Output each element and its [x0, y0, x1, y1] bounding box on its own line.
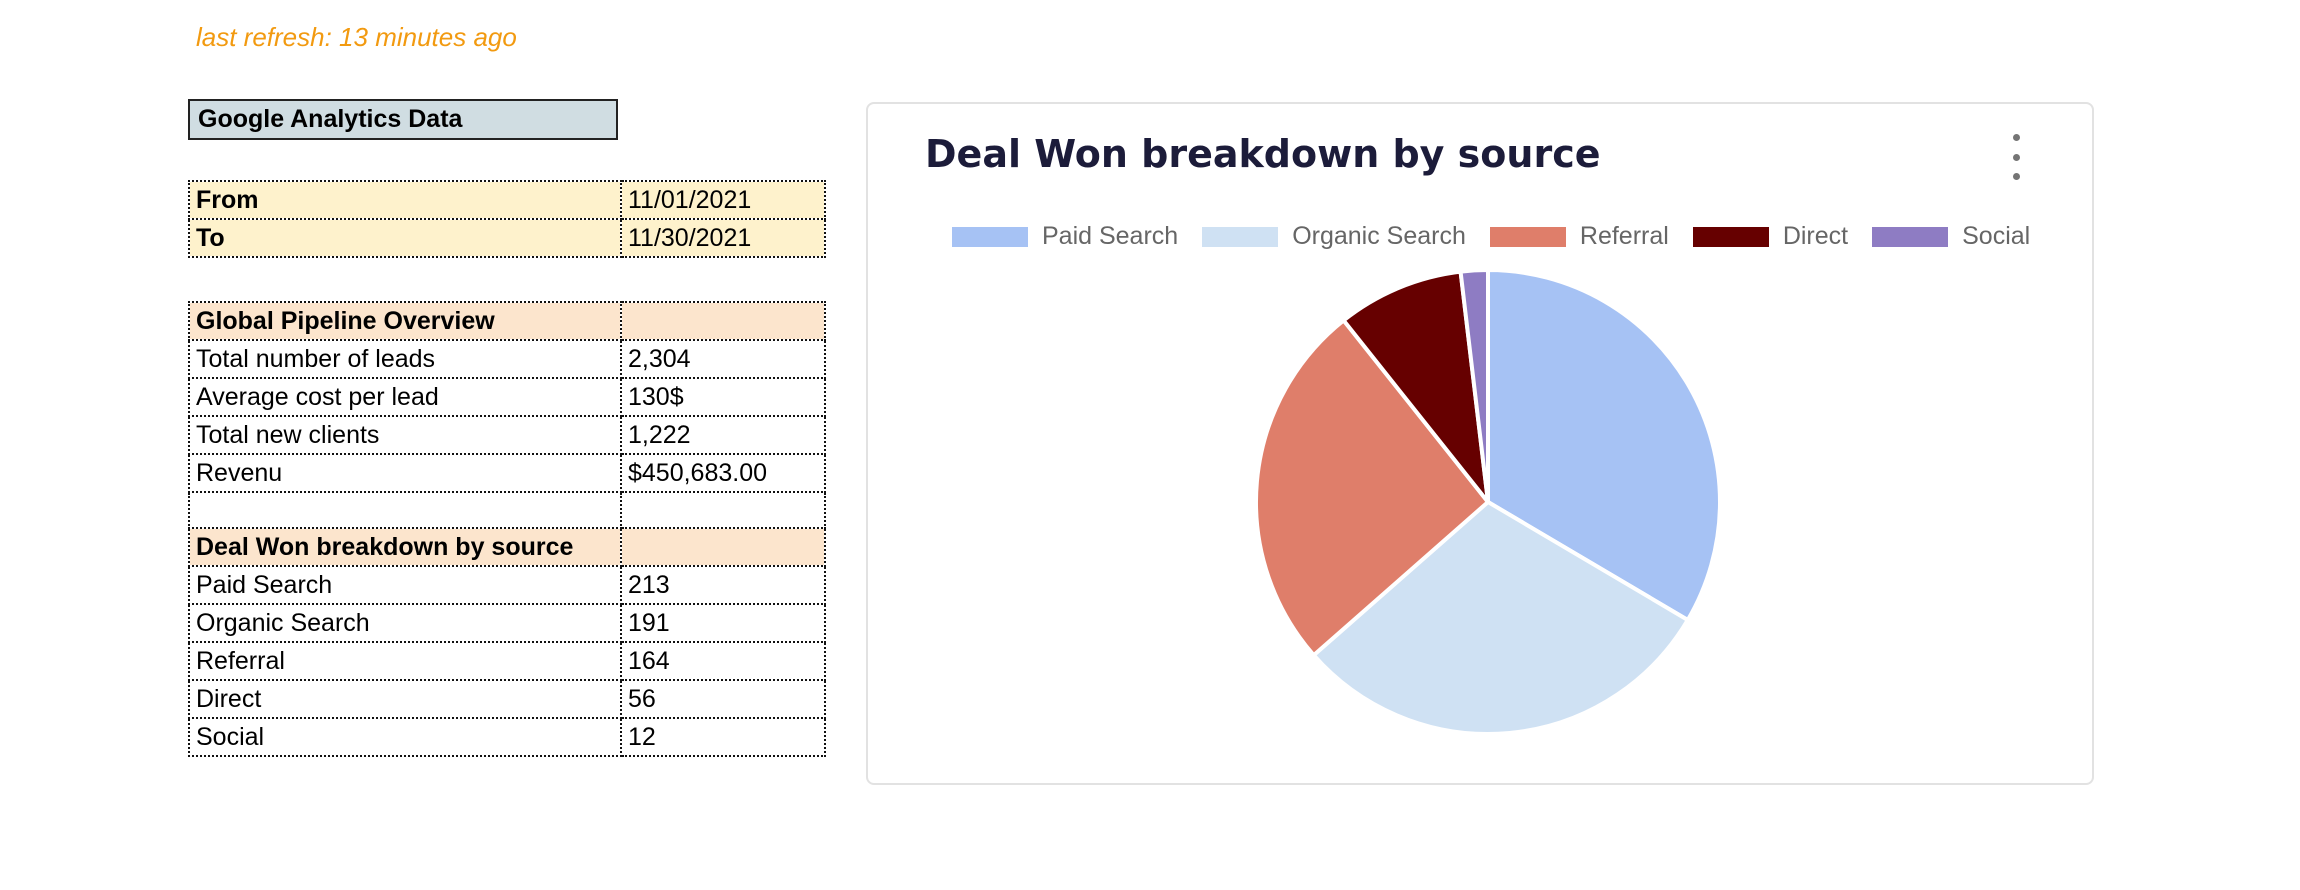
legend-item-organic-search[interactable]: Organic Search: [1202, 222, 1466, 251]
legend-label: Paid Search: [1042, 222, 1179, 250]
legend-swatch: [1692, 226, 1769, 247]
cell-value[interactable]: 1,222: [620, 415, 826, 455]
legend-item-social[interactable]: Social: [1872, 222, 2030, 251]
pie-slice-organic-search[interactable]: [1311, 500, 1690, 736]
table-row: Total number of leads 2,304: [188, 339, 826, 379]
table-row: Revenu $450,683.00: [188, 453, 826, 493]
cell-label[interactable]: Total number of leads: [188, 339, 622, 379]
chart-legend: Paid Search Organic Search Referral Direct S…: [952, 222, 2054, 251]
pie-chart: [1254, 268, 1722, 736]
cell-to-value[interactable]: 11/30/2021: [620, 218, 826, 258]
cell-label[interactable]: Paid Search: [188, 565, 622, 605]
date-row-from: From 11/01/2021: [188, 180, 826, 220]
table-row: Referral 164: [188, 641, 826, 681]
legend-label: Direct: [1782, 222, 1849, 250]
date-range-table: From 11/01/2021 To 11/30/2021: [188, 180, 826, 258]
legend-swatch: [1872, 226, 1949, 247]
cell-value[interactable]: $450,683.00: [620, 453, 826, 493]
legend-label: Organic Search: [1292, 222, 1466, 250]
last-refresh-text: last refresh: 13 minutes ago: [196, 22, 517, 52]
table-row: Organic Search 191: [188, 603, 826, 643]
cell-value[interactable]: 130$: [620, 377, 826, 417]
table-row: Total new clients 1,222: [188, 415, 826, 455]
chart-title: Deal Won breakdown by source: [925, 132, 1601, 176]
date-row-to: To 11/30/2021: [188, 218, 826, 258]
pipeline-header-row: Global Pipeline Overview: [188, 301, 826, 341]
sheet-title[interactable]: Google Analytics Data: [188, 99, 618, 140]
legend-label: Referral: [1579, 222, 1669, 250]
cell-label[interactable]: Direct: [188, 679, 622, 719]
table-row: Direct 56: [188, 679, 826, 719]
breakdown-header-row: Deal Won breakdown by source: [188, 527, 826, 567]
empty-row: [188, 491, 826, 529]
cell-value[interactable]: 12: [620, 717, 826, 757]
breakdown-header-cell[interactable]: Deal Won breakdown by source: [188, 527, 622, 567]
empty-cell[interactable]: [188, 491, 622, 529]
pie-slice-referral[interactable]: [1254, 318, 1490, 658]
legend-swatch: [952, 226, 1028, 247]
cell-label[interactable]: Referral: [188, 641, 622, 681]
legend-item-paid-search[interactable]: Paid Search: [952, 222, 1178, 251]
legend-swatch: [1202, 226, 1279, 247]
pie-slice-paid-search[interactable]: [1486, 268, 1722, 622]
cell-value[interactable]: 213: [620, 565, 826, 605]
pie-slice-direct[interactable]: [1341, 269, 1490, 504]
cell-value[interactable]: 56: [620, 679, 826, 719]
cell-value[interactable]: 191: [620, 603, 826, 643]
cell-from-value[interactable]: 11/01/2021: [620, 180, 826, 220]
cell-label[interactable]: Social: [188, 717, 622, 757]
cell-label[interactable]: Average cost per lead: [188, 377, 622, 417]
more-options-icon[interactable]: [2006, 134, 2026, 180]
pie-chart-card[interactable]: Deal Won breakdown by source Paid Search…: [866, 102, 2094, 785]
cell-label[interactable]: Revenu: [188, 453, 622, 493]
breakdown-header-empty-cell[interactable]: [620, 527, 826, 567]
cell-from-label[interactable]: From: [188, 180, 622, 220]
cell-value[interactable]: 164: [620, 641, 826, 681]
pie-slice-social[interactable]: [1458, 268, 1490, 504]
table-row: Social 12: [188, 717, 826, 757]
empty-cell[interactable]: [620, 491, 826, 529]
cell-value[interactable]: 2,304: [620, 339, 826, 379]
legend-label: Social: [1962, 222, 2031, 250]
pipeline-header-cell[interactable]: Global Pipeline Overview: [188, 301, 622, 341]
legend-swatch: [1489, 226, 1566, 247]
cell-label[interactable]: Total new clients: [188, 415, 622, 455]
table-row: Paid Search 213: [188, 565, 826, 605]
legend-item-direct[interactable]: Direct: [1692, 222, 1849, 251]
cell-to-label[interactable]: To: [188, 218, 622, 258]
pipeline-header-empty-cell[interactable]: [620, 301, 826, 341]
cell-label[interactable]: Organic Search: [188, 603, 622, 643]
table-row: Average cost per lead 130$: [188, 377, 826, 417]
pipeline-table: Global Pipeline Overview Total number of…: [188, 301, 826, 757]
legend-item-referral[interactable]: Referral: [1489, 222, 1669, 251]
